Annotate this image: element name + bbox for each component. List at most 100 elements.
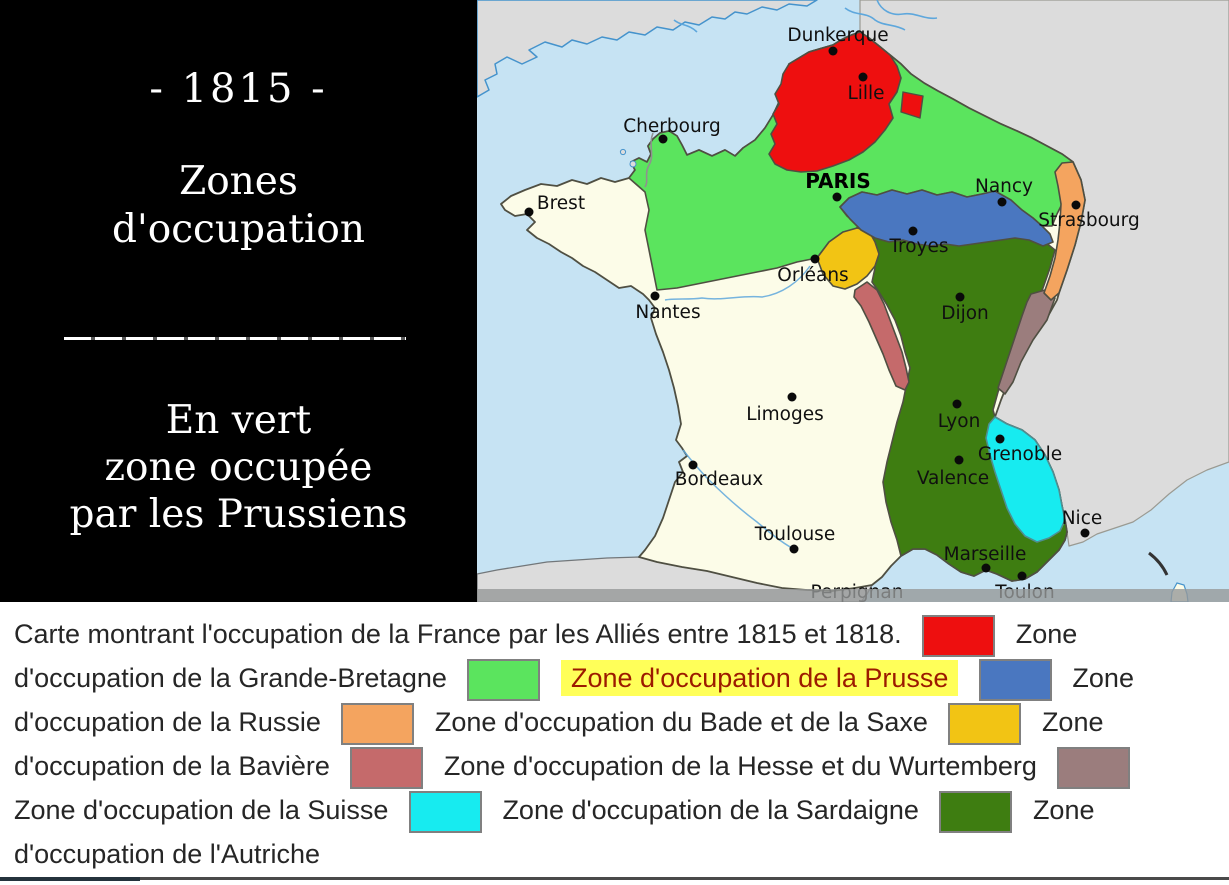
legend-text: Zone	[1072, 663, 1134, 693]
city-dot	[524, 207, 534, 217]
city-label: Troyes	[888, 236, 948, 257]
city-label: Cherbourg	[623, 116, 720, 137]
city-dot	[995, 434, 1005, 444]
city-dot	[997, 197, 1007, 207]
legend-text: d'occupation de la Russie	[14, 707, 321, 737]
title-panel: - 1815 - Zones d'occupation En vert zone…	[0, 0, 477, 602]
legend-swatch-russie	[978, 658, 1052, 701]
coast-arc	[1148, 551, 1169, 576]
city-label: Orléans	[777, 265, 848, 286]
legend-text: d'occupation de la Bavière	[14, 751, 330, 781]
zone-bade-saxe-region	[1043, 161, 1086, 301]
panel-note-line2: zone occupée	[104, 445, 373, 490]
city-label: Bordeaux	[675, 469, 763, 490]
city-dot	[908, 226, 918, 236]
city-label: Lille	[847, 83, 884, 104]
legend-swatch-suisse	[1057, 746, 1131, 789]
city-label: Strasbourg	[1038, 210, 1139, 231]
zone-hesse-wurtemberg-region	[853, 281, 910, 391]
legend-swatch-autriche	[939, 790, 1013, 833]
city-dot	[810, 254, 820, 264]
city-dot	[858, 72, 868, 82]
panel-title-line2: d'occupation	[112, 207, 365, 252]
channel-island	[629, 160, 637, 168]
caption: Carte montrant l'occupation de la France…	[0, 602, 1229, 878]
legend-text: d'occupation de la Grande-Bretagne	[14, 663, 447, 693]
legend-text: Zone d'occupation de la Suisse	[14, 795, 389, 825]
city-dot	[650, 291, 660, 301]
panel-divider	[64, 337, 406, 340]
legend-swatch-grande-bretagne	[922, 614, 996, 657]
legend-text: d'occupation de l'Autriche	[14, 839, 321, 869]
legend-text: Zone d'occupation du Bade et de la Saxe	[434, 707, 928, 737]
legend-text: Zone d'occupation de la Sardaigne	[502, 795, 919, 825]
city-dot	[688, 460, 698, 470]
caption-line: d'occupation de la Bavière Zone d'occupa…	[0, 744, 1229, 789]
city-label: Nancy	[975, 176, 1033, 197]
city-label: Marseille	[944, 544, 1027, 565]
city-dot	[828, 46, 838, 56]
legend-swatch-hesse-wurtemberg	[350, 746, 424, 789]
city-labels: Dunkerque Lille Cherbourg Brest PARIS Na…	[537, 25, 1140, 602]
zone-switzerland-region	[997, 289, 1056, 395]
city-dot	[832, 192, 842, 202]
caption-line: d'occupation de la Russie Zone d'occupat…	[0, 700, 1229, 745]
river-loire	[664, 265, 811, 301]
city-dot	[1080, 528, 1090, 538]
rivers	[673, 0, 938, 33]
city-label: Dijon	[941, 303, 989, 324]
city-label: Toulouse	[754, 524, 835, 545]
legend-swatch-sardaigne	[408, 790, 482, 833]
panel-year: - 1815 -	[149, 66, 328, 112]
legend-text: Zone	[1041, 707, 1104, 737]
city-label: Brest	[537, 193, 585, 214]
city-label: Valence	[917, 468, 989, 489]
caption-line: Carte montrant l'occupation de la France…	[0, 612, 1229, 657]
city-label: Grenoble	[978, 444, 1062, 465]
panel-note-line3: par les Prussiens	[69, 492, 408, 537]
stream-cherbourg	[644, 132, 654, 188]
legend-text: Zone	[1032, 795, 1095, 825]
city-dot	[1071, 200, 1081, 210]
city-dot	[981, 563, 991, 573]
city-dot	[1017, 571, 1027, 581]
legend-swatch-baviere	[948, 702, 1022, 745]
panel-title-line1: Zones	[179, 159, 298, 204]
map-bottom-strip	[477, 589, 1229, 602]
legend-text: Zone d'occupation de la Hesse et du Wurt…	[443, 751, 1037, 781]
caption-intro: Carte montrant l'occupation de la France…	[14, 619, 902, 649]
caption-line: d'occupation de la Grande-Bretagne Zone …	[0, 656, 1229, 701]
caption-line: Zone d'occupation de la Suisse Zone d'oc…	[0, 788, 1229, 833]
zone-bavaria-region	[816, 227, 880, 290]
zone-sardinia-region	[985, 416, 1066, 543]
city-dot	[787, 392, 797, 402]
panel-note-line1: En vert	[165, 398, 312, 443]
france-occupation-map: Dunkerque Lille Cherbourg Brest PARIS Na…	[477, 0, 1229, 602]
city-dot	[789, 544, 799, 554]
legend-swatch-prusse	[467, 658, 541, 701]
city-label: Nice	[1062, 508, 1103, 529]
caption-line: d'occupation de l'Autriche	[0, 832, 1229, 876]
zone-britain-exclave	[900, 91, 924, 119]
legend-highlighted-prusse: Zone d'occupation de la Prusse	[560, 660, 959, 696]
city-dot	[955, 292, 965, 302]
legend-text: Zone	[1015, 619, 1078, 649]
land-england	[477, 0, 818, 98]
city-label: PARIS	[805, 169, 871, 193]
city-dot	[954, 455, 964, 465]
city-label: Limoges	[746, 404, 824, 425]
city-dots	[524, 46, 1090, 581]
city-label: Nantes	[635, 302, 700, 323]
city-label: Lyon	[938, 411, 981, 432]
zone-britain-region	[768, 31, 902, 173]
bottom-rule	[0, 877, 1229, 881]
legend-swatch-bade-saxe	[341, 702, 415, 745]
bottom-rule-left-segment	[0, 877, 140, 881]
panel-note: En vert zone occupée par les Prussiens	[0, 397, 477, 538]
channel-island	[619, 148, 627, 156]
city-dot	[952, 399, 962, 409]
city-label: Dunkerque	[787, 25, 888, 46]
map-area: Dunkerque Lille Cherbourg Brest PARIS Na…	[477, 0, 1229, 602]
panel-title: Zones d'occupation	[0, 158, 477, 254]
